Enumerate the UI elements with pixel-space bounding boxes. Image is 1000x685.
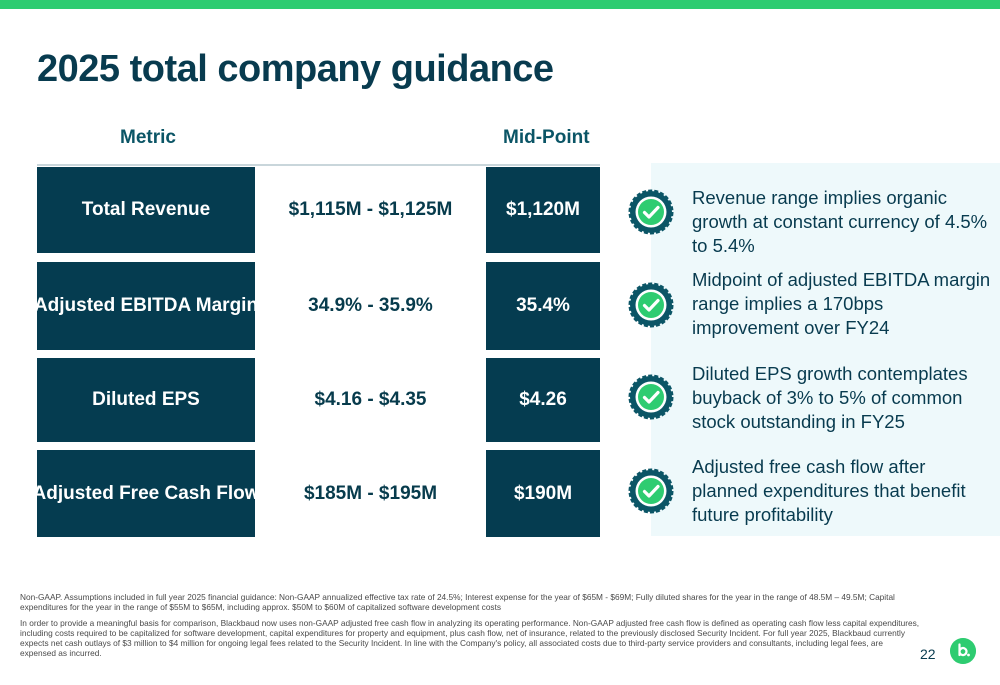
metric-label: Total Revenue (37, 167, 255, 253)
midpoint-value: 35.4% (486, 262, 600, 350)
guidance-row-total-revenue: Total Revenue $1,115M - $1,125M $1,120M (37, 167, 600, 253)
metric-label: Adjusted Free Cash Flow (33, 450, 260, 537)
top-accent-bar (0, 0, 1000, 9)
page-title: 2025 total company guidance (37, 48, 554, 90)
footnote-non-gaap-assumptions: Non-GAAP. Assumptions included in full y… (20, 592, 895, 612)
highlights-panel (651, 163, 1000, 536)
guidance-range: 34.9% - 35.9% (255, 262, 486, 350)
check-badge-icon (628, 189, 674, 235)
guidance-row-diluted-eps: Diluted EPS $4.16 - $4.35 $4.26 (37, 358, 600, 442)
highlight-text: Midpoint of adjusted EBITDA margin range… (692, 269, 991, 338)
company-logo (950, 638, 976, 664)
check-badge-icon (628, 282, 674, 328)
metric-column-header: Metric (120, 127, 176, 148)
check-badge-icon (628, 374, 674, 420)
guidance-range: $1,115M - $1,125M (255, 167, 486, 253)
footnote-free-cash-flow: In order to provide a meaningful basis f… (20, 618, 920, 658)
highlight-text: Adjusted free cash flow after planned ex… (692, 456, 966, 525)
highlight-text: Diluted EPS growth contemplates buyback … (692, 363, 968, 432)
guidance-range: $4.16 - $4.35 (255, 358, 486, 442)
midpoint-column-header: Mid-Point (503, 127, 590, 148)
midpoint-value: $190M (486, 450, 600, 537)
highlight-text: Revenue range implies organic growth at … (692, 187, 988, 256)
check-badge-icon (628, 468, 674, 514)
guidance-range: $185M - $195M (255, 450, 486, 537)
metric-label: Diluted EPS (37, 358, 255, 442)
guidance-row-adjusted-free-cash-flow: Adjusted Free Cash Flow $185M - $195M $1… (33, 450, 600, 537)
page-number: 22 (920, 646, 936, 662)
metric-label: Adjusted EBITDA Margin (34, 262, 258, 350)
midpoint-value: $4.26 (486, 358, 600, 442)
header-divider (37, 164, 600, 166)
guidance-row-adjusted-ebitda-margin: Adjusted EBITDA Margin 34.9% - 35.9% 35.… (34, 262, 600, 350)
midpoint-value: $1,120M (486, 167, 600, 253)
